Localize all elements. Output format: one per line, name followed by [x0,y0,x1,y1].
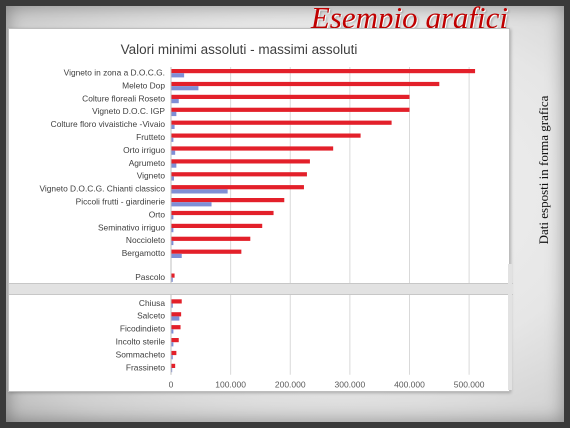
bar-min [171,240,174,246]
bar-min [171,137,174,142]
bar-min [171,150,176,155]
bar-min [171,342,174,347]
category-label: Chiusa [139,298,165,308]
bar-max [171,69,476,74]
bar-max [171,81,440,87]
chart-frame: Valori minimi assoluti - massimi assolut… [8,28,513,392]
category-label: Vigneto D.O.C. IGP [92,106,165,116]
bar-min [171,73,185,78]
bar-min [171,202,212,207]
category-label: Incolto sterile [116,337,166,347]
bar-max [171,249,242,254]
category-label: Vigneto [137,171,166,181]
bar-max [171,107,410,112]
bar-min [171,355,173,360]
category-label: Piccoli frutti - giardinerie [76,197,166,207]
bar-min [171,111,177,117]
category-label: Meleto Dop [122,80,165,90]
bar-min [171,99,179,104]
category-label: Orto [149,209,166,219]
bar-min [171,176,174,181]
x-tick-label: 300.000 [335,380,366,390]
category-label: Vigneto D.O.C.G. Chianti classico [39,184,165,194]
image-crop-seam [9,283,513,295]
bar-max [171,299,182,304]
bar-max [171,350,177,356]
bar-min [171,163,177,168]
category-label: Frassineto [126,362,165,372]
category-label: Seminativo irriguo [98,222,165,232]
category-label: Frutteto [136,132,165,142]
bar-max [171,146,334,151]
x-tick-label: 500.000 [454,380,485,390]
bar-min [171,86,199,91]
bar-max [171,312,182,317]
category-label: Bergamotto [122,248,166,258]
bar-max [171,273,175,278]
bar-max [171,120,392,125]
bar-min [171,303,173,308]
bar-min [171,189,228,194]
side-caption: Dati esposti in forma grafica [536,95,551,245]
bar-min [171,124,175,129]
category-label: Ficodindieto [120,324,166,334]
chart-title: Valori minimi assoluti - massimi assolut… [121,42,358,57]
plot-area: 0 100.000 200.000 300.000 400.000 500.000 Vign… [39,67,485,390]
bar-max [171,223,263,228]
x-tick-label: 100.000 [215,380,246,390]
category-label: Orto irriguo [123,145,165,155]
bar-chart: Valori minimi assoluti - massimi assolut… [39,42,485,390]
bar-max [171,325,181,330]
bar-max [171,363,176,368]
x-tick-label: 400.000 [394,380,425,390]
bar-min [171,329,174,334]
category-label: Sommacheto [116,349,166,359]
bar-min [171,316,180,321]
bar-min [171,277,173,282]
category-label: Agrumeto [129,158,166,168]
bar-max [171,133,361,138]
bar-max [171,198,285,203]
x-tick-label: 0 [169,380,174,390]
bar-min [171,215,174,220]
category-label: Colture floreali Roseto [82,93,165,103]
category-label: Pascolo [135,272,165,282]
bar-min [171,228,174,233]
x-tick-label: 200.000 [275,380,306,390]
category-label: Noccioleto [126,235,165,245]
bar-max [171,338,179,343]
bar-min [171,368,173,373]
bar-min [171,253,182,258]
image-crop-seam-edge [508,264,512,390]
bar-max [171,210,274,216]
bar-max [171,172,307,177]
bar-max [171,159,310,164]
category-label: Vigneto in zona a D.O.C.G. [64,68,165,78]
bar-max [171,94,410,99]
category-label: Colture floro vivaistiche -Vivaio [51,119,166,129]
category-label: Salceto [137,311,165,321]
bar-max [171,185,304,190]
bar-max [171,236,251,241]
